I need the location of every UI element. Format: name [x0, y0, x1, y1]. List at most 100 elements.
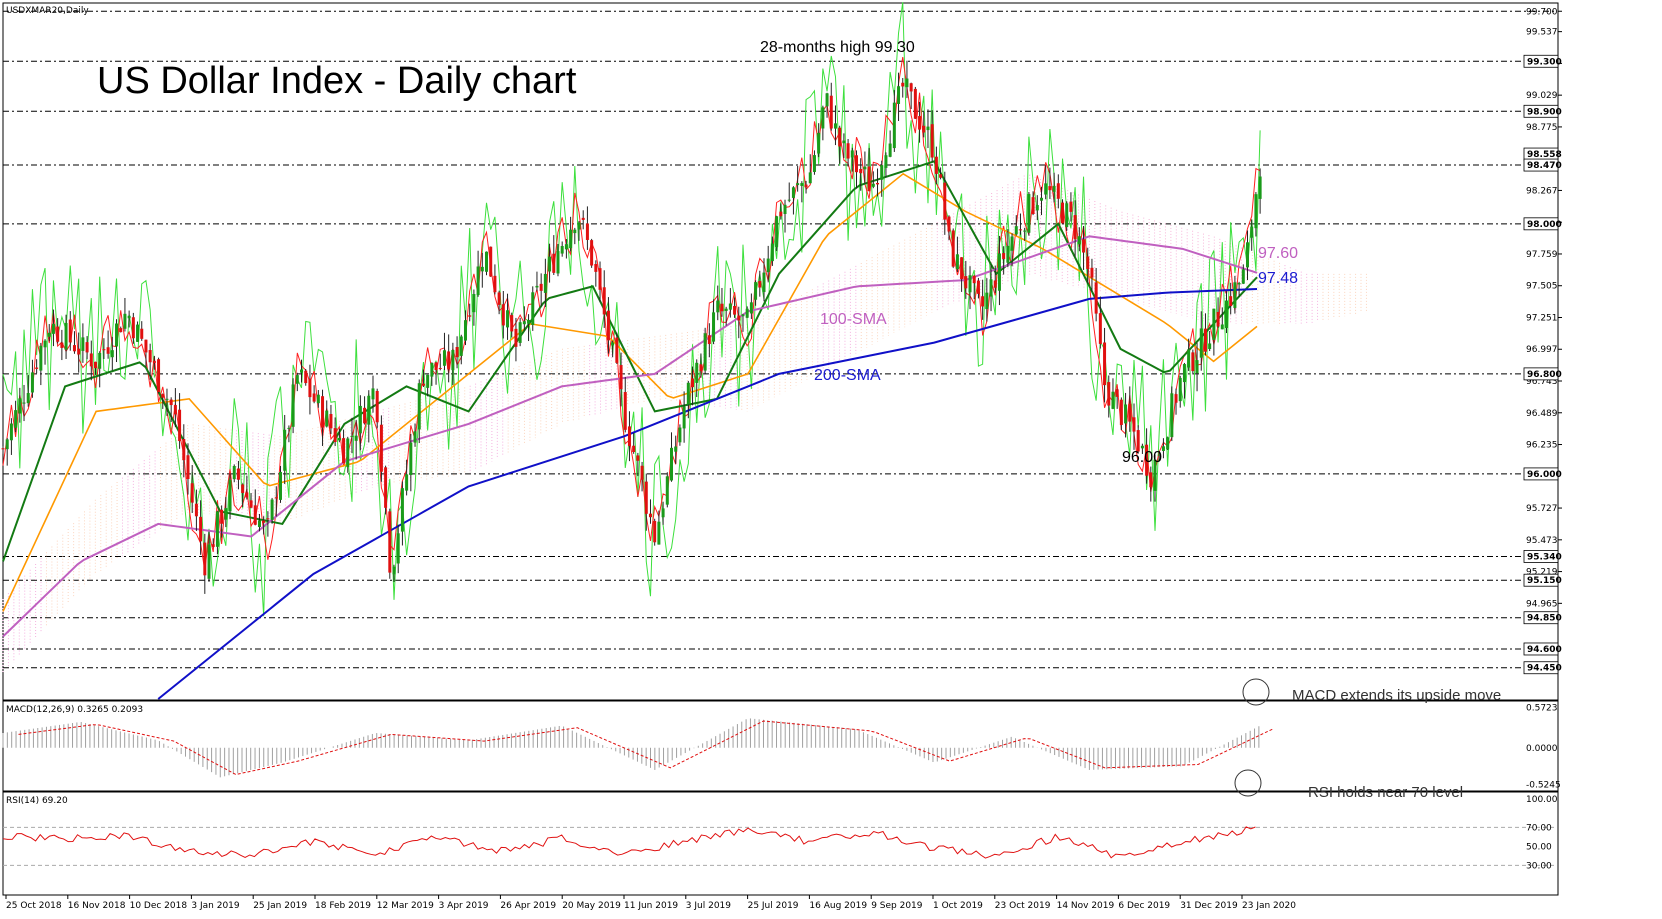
level-value: 98.470 — [1527, 161, 1562, 171]
candle-body — [85, 342, 89, 353]
level-box — [1523, 573, 1559, 587]
candle-body — [909, 83, 913, 92]
candle-body — [804, 184, 808, 188]
candle-body — [724, 308, 728, 311]
level-box — [1523, 158, 1559, 172]
candle-body — [846, 143, 850, 159]
candle-body — [1086, 256, 1090, 269]
candle-body — [304, 370, 308, 384]
chart-title: US Dollar Index - Daily chart — [97, 60, 577, 102]
candle-body — [1065, 203, 1069, 228]
candle-body — [1094, 282, 1098, 314]
candle-body — [106, 347, 110, 354]
candle-body — [539, 283, 543, 291]
candle-body — [1250, 226, 1254, 238]
candle-body — [880, 165, 884, 180]
candle-body — [712, 312, 716, 342]
price-tick-label: 99.029 — [1526, 91, 1558, 101]
candle-body — [892, 102, 896, 149]
rsi-tick-label: 30.00 — [1526, 861, 1552, 871]
candle-body — [152, 360, 156, 364]
candle-body — [854, 155, 858, 173]
candle-body — [670, 447, 674, 481]
rsi-note: RSI holds near 70 level — [1308, 784, 1463, 801]
candle-body — [1006, 245, 1010, 263]
candle-body — [110, 350, 114, 358]
level-box — [1523, 367, 1559, 381]
candle-body — [447, 351, 451, 370]
candle-body — [405, 474, 409, 491]
candle-body — [1191, 352, 1195, 372]
price-tick-label: 96.235 — [1526, 441, 1558, 451]
candle-body — [451, 349, 455, 371]
candle-body — [43, 340, 47, 348]
level-box — [1523, 54, 1559, 68]
candle-body — [913, 88, 917, 119]
candle-body — [787, 199, 791, 201]
time-label: 25 Jul 2019 — [748, 901, 799, 911]
time-label: 9 Sep 2019 — [871, 901, 923, 911]
sma200-value: 97.48 — [1258, 270, 1298, 287]
price-tick-label: 95.727 — [1526, 504, 1558, 514]
level-box — [1523, 467, 1559, 481]
candle-body — [775, 216, 779, 248]
candle-body — [796, 183, 800, 186]
candle-body — [287, 427, 291, 429]
candle-body — [1140, 445, 1144, 449]
candle-body — [51, 323, 55, 334]
level-box — [1523, 642, 1559, 656]
candle-body — [1031, 197, 1035, 214]
macd-note: MACD extends its upside move — [1292, 687, 1501, 704]
candle-body — [699, 364, 703, 372]
candle-body — [215, 511, 219, 547]
candle-body — [518, 322, 522, 343]
candle-body — [1107, 382, 1111, 406]
candle-body — [173, 405, 177, 415]
candle-body — [354, 435, 358, 441]
candle-body — [182, 439, 186, 461]
candle-body — [1153, 459, 1157, 491]
candle-body — [686, 382, 690, 405]
candle-body — [905, 78, 909, 88]
candle-body — [325, 410, 329, 427]
candle-body — [842, 140, 846, 144]
candle-body — [375, 390, 379, 423]
candle-body — [396, 533, 400, 564]
candle-body — [720, 303, 724, 312]
candle-body — [871, 183, 875, 187]
candle-body — [56, 326, 60, 342]
candle-body — [190, 483, 194, 503]
candle-body — [514, 328, 518, 347]
candle-body — [1203, 328, 1207, 352]
candle-body — [632, 445, 636, 453]
macd-label: MACD(12,26,9) 0.3265 0.2093 — [6, 705, 143, 715]
candle-body — [943, 182, 947, 220]
candle-body — [1002, 253, 1006, 260]
tenkan-line — [2, 57, 1261, 571]
candle-body — [838, 127, 842, 147]
candle-body — [30, 372, 34, 393]
candle-body — [1090, 267, 1094, 278]
time-label: 14 Nov 2019 — [1057, 901, 1115, 911]
candle-body — [707, 335, 711, 344]
candle-body — [703, 333, 707, 371]
candle-body — [26, 393, 30, 404]
candle-body — [506, 310, 510, 328]
time-label: 10 Dec 2018 — [130, 901, 188, 911]
candle-body — [1224, 300, 1228, 328]
candle-body — [1039, 197, 1043, 201]
candle-body — [384, 467, 388, 508]
candle-body — [241, 484, 245, 494]
candle-body — [1178, 377, 1182, 402]
candle-body — [371, 388, 375, 400]
candle-body — [1149, 472, 1153, 488]
candle-body — [430, 362, 434, 377]
time-axis: 25 Oct 2018 16 Nov 2018 10 Dec 2018 3 Jan 2… — [5, 895, 1296, 911]
candle-body — [573, 229, 577, 234]
candle-body — [783, 204, 787, 215]
candle-body — [165, 398, 169, 400]
candle-body — [1208, 343, 1212, 350]
candle-body — [1119, 399, 1123, 425]
candle-body — [14, 410, 18, 428]
candle-body — [60, 342, 64, 348]
